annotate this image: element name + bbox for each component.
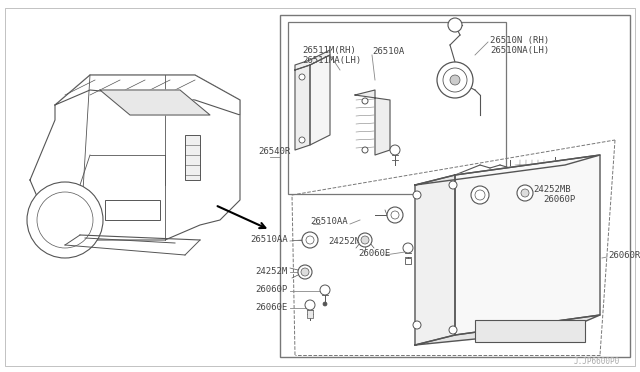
Circle shape <box>298 265 312 279</box>
Circle shape <box>320 285 330 295</box>
Polygon shape <box>455 155 600 335</box>
Circle shape <box>449 326 457 334</box>
Circle shape <box>471 186 489 204</box>
Circle shape <box>449 181 457 189</box>
Bar <box>475 320 585 342</box>
Text: 26511M(RH): 26511M(RH) <box>302 45 356 55</box>
Circle shape <box>450 75 460 85</box>
Bar <box>280 15 630 357</box>
Polygon shape <box>295 50 330 70</box>
Circle shape <box>358 233 372 247</box>
Circle shape <box>443 68 467 92</box>
Circle shape <box>301 268 309 276</box>
Text: J.JP6600P0: J.JP6600P0 <box>573 357 620 366</box>
Polygon shape <box>100 90 210 115</box>
Text: 26060R: 26060R <box>608 250 640 260</box>
Circle shape <box>299 137 305 143</box>
Bar <box>288 22 506 194</box>
Polygon shape <box>295 65 310 150</box>
Circle shape <box>517 185 533 201</box>
Text: 26060P: 26060P <box>256 285 288 295</box>
Polygon shape <box>415 315 600 345</box>
Polygon shape <box>355 90 390 155</box>
Text: 24252MA: 24252MA <box>328 237 365 247</box>
Text: 26060P: 26060P <box>543 196 575 205</box>
Circle shape <box>521 189 529 197</box>
Text: 26510NA(LH): 26510NA(LH) <box>490 45 549 55</box>
Text: 24252M: 24252M <box>256 266 288 276</box>
Circle shape <box>413 191 421 199</box>
Circle shape <box>475 190 485 200</box>
Text: 26060E: 26060E <box>256 304 288 312</box>
Polygon shape <box>30 75 240 240</box>
Bar <box>405 258 411 264</box>
Circle shape <box>37 192 93 248</box>
Text: 26060E: 26060E <box>358 248 390 257</box>
Bar <box>307 310 313 318</box>
Circle shape <box>448 18 462 32</box>
Bar <box>105 200 160 220</box>
Text: 26510AA: 26510AA <box>250 235 288 244</box>
Polygon shape <box>55 75 240 115</box>
Circle shape <box>306 236 314 244</box>
Circle shape <box>437 62 473 98</box>
Text: 26510N (RH): 26510N (RH) <box>490 35 549 45</box>
Circle shape <box>413 321 421 329</box>
Text: 26540R: 26540R <box>258 148 291 157</box>
Circle shape <box>362 147 368 153</box>
Circle shape <box>387 207 403 223</box>
Circle shape <box>323 302 327 306</box>
Polygon shape <box>310 55 330 145</box>
Polygon shape <box>415 175 455 345</box>
Text: 24252MB: 24252MB <box>533 186 571 195</box>
Text: INFINITI: INFINITI <box>511 330 548 339</box>
Polygon shape <box>415 155 600 185</box>
Bar <box>185 135 200 180</box>
Text: 26510AA: 26510AA <box>310 218 348 227</box>
Circle shape <box>362 98 368 104</box>
Circle shape <box>27 182 103 258</box>
Circle shape <box>302 232 318 248</box>
Circle shape <box>361 236 369 244</box>
Text: 26511MA(LH): 26511MA(LH) <box>302 55 361 64</box>
Circle shape <box>299 74 305 80</box>
Text: 26510A: 26510A <box>372 48 404 57</box>
Circle shape <box>390 145 400 155</box>
Circle shape <box>305 300 315 310</box>
Circle shape <box>403 243 413 253</box>
Circle shape <box>391 211 399 219</box>
